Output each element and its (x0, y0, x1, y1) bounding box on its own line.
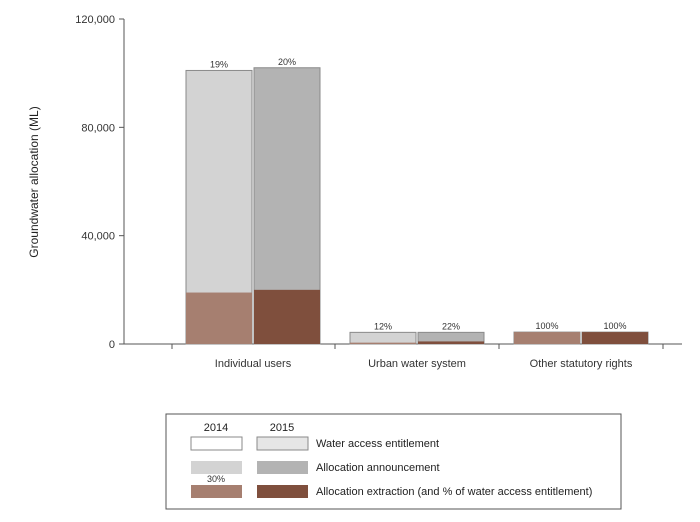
bar-percent-label-2014: 12% (374, 321, 392, 331)
bar-percent-label-2015: 100% (603, 321, 626, 331)
bar-percent-label-2015: 20% (278, 57, 296, 67)
legend: 2014 2015 Water access entitlement Alloc… (165, 413, 622, 510)
legend-swatch-entitlement-2014 (190, 436, 243, 451)
bar-extraction-2015 (418, 341, 484, 344)
legend-label-entitlement: Water access entitlement (316, 438, 439, 450)
category-label: Other statutory rights (530, 358, 633, 370)
legend-swatch-announcement-2014 (191, 461, 242, 474)
legend-label-extraction: Allocation extraction (and % of water ac… (316, 486, 592, 498)
bar-extraction-2014 (514, 332, 580, 344)
legend-swatch-announcement-2015 (257, 461, 308, 474)
bar-announcement-2014 (349, 331, 417, 345)
bar-extraction-2015 (582, 332, 648, 344)
y-tick-label: 120,000 (75, 14, 115, 26)
bar-extraction-2014 (350, 342, 416, 344)
legend-sample-percent: 30% (207, 474, 225, 484)
legend-year-2014: 2014 (204, 422, 228, 434)
y-tick-label: 0 (109, 339, 115, 351)
axes: 0 40,000 80,000 120,000 (75, 14, 682, 351)
bars (185, 67, 649, 345)
y-tick-label: 80,000 (81, 122, 115, 134)
category-label: Urban water system (368, 358, 466, 370)
labels: 19% 20% Individual users 12% 22% Urban water … (210, 57, 633, 370)
bar-percent-label-2014: 19% (210, 59, 228, 69)
bar-percent-label-2014: 100% (535, 321, 558, 331)
bar-extraction-2015 (254, 289, 320, 344)
legend-label-announcement: Allocation announcement (316, 462, 440, 474)
y-tick-label: 40,000 (81, 231, 115, 243)
legend-year-2015: 2015 (270, 422, 294, 434)
category-label: Individual users (215, 358, 292, 370)
y-axis-title: Groundwater allocation (ML) (27, 106, 41, 257)
legend-swatch-entitlement-2015 (256, 436, 309, 451)
bar-extraction-2014 (186, 292, 252, 344)
legend-swatch-extraction-2014 (191, 485, 242, 498)
legend-swatch-extraction-2015 (257, 485, 308, 498)
bar-percent-label-2015: 22% (442, 321, 460, 331)
